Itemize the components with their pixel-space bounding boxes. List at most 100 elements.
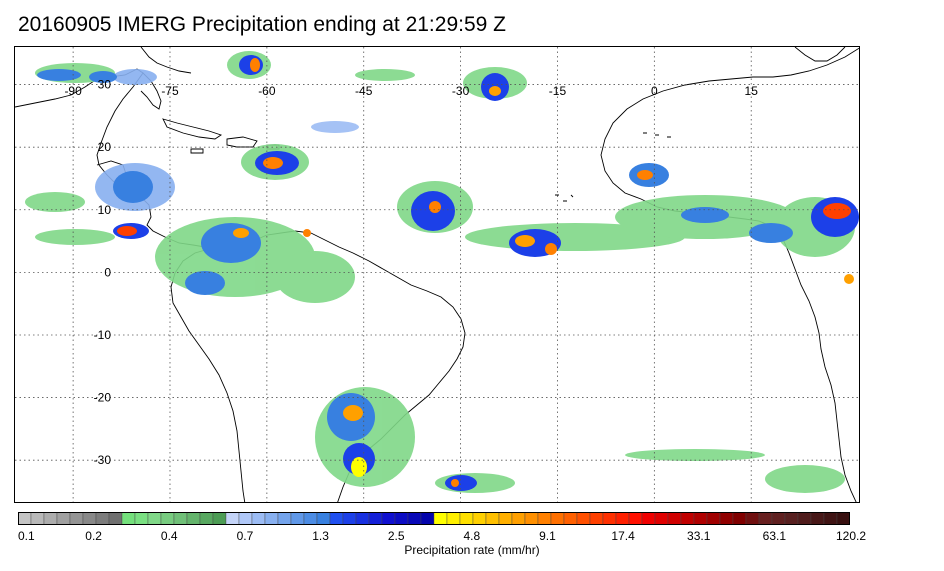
map-frame: -90 -75 -60 -45 -30 -15 0 15 30 20 10 0 -10 -20 -30 <box>14 46 860 503</box>
lat-label: 10 <box>98 203 112 217</box>
colorbar-swatch <box>186 511 201 526</box>
map-title: 20160905 IMERG Precipitation ending at 2… <box>18 13 506 36</box>
colorbar-swatch <box>589 511 604 526</box>
colorbar-swatch <box>30 511 45 526</box>
lat-label: 20 <box>98 140 112 154</box>
east-coast-us <box>140 47 192 74</box>
latitude-labels: 30 20 10 0 -10 -20 -30 <box>94 78 112 468</box>
lon-label: -60 <box>258 84 276 98</box>
lon-label: 15 <box>745 84 759 98</box>
colorbar-swatch <box>706 511 721 526</box>
colorbar-swatch <box>745 511 760 526</box>
colorbar-swatch <box>641 511 656 526</box>
colorbar-swatch <box>433 511 448 526</box>
lat-label: -30 <box>94 453 112 467</box>
colorbar-swatch <box>459 511 474 526</box>
colorbar-swatch <box>563 511 578 526</box>
colorbar-swatch <box>836 511 851 526</box>
africa-coast <box>600 47 859 502</box>
colorbar-swatch <box>550 511 565 526</box>
colorbar-tick-label: 0.2 <box>85 529 102 543</box>
jamaica-coast <box>190 148 204 154</box>
iberia-coast <box>794 47 846 62</box>
colorbar-swatch <box>810 511 825 526</box>
colorbar-svg <box>17 511 851 526</box>
colorbar-swatch <box>784 511 799 526</box>
colorbar-swatch <box>511 511 526 526</box>
colorbar-tick-label: 9.1 <box>539 529 556 543</box>
south-america-west-coast <box>170 272 246 502</box>
colorbar-label: Precipitation rate (mm/hr) <box>404 543 540 557</box>
colorbar-swatch <box>225 511 240 526</box>
colorbar-swatch <box>251 511 266 526</box>
colorbar-swatch <box>160 511 175 526</box>
colorbar-swatch <box>69 511 84 526</box>
colorbar-swatch <box>121 511 136 526</box>
colorbar-tick-label: 2.5 <box>387 529 405 543</box>
colorbar-swatch <box>654 511 669 526</box>
colorbar-tick-label: 33.1 <box>687 529 711 543</box>
colorbar-swatch <box>628 511 643 526</box>
colorbar-swatch <box>212 511 227 526</box>
colorbar-swatch <box>355 511 370 526</box>
colorbar-swatch <box>368 511 383 526</box>
canary-islands <box>643 132 671 138</box>
colorbar-swatch <box>680 511 695 526</box>
colorbar-swatch <box>485 511 500 526</box>
lon-label: -75 <box>161 84 179 98</box>
lat-label: -10 <box>94 328 112 342</box>
colorbar-tick-label: 4.8 <box>463 529 481 543</box>
lat-label: -20 <box>94 391 112 405</box>
colorbar-swatch <box>43 511 58 526</box>
colorbar-swatch <box>524 511 539 526</box>
colorbar-swatch <box>472 511 487 526</box>
colorbar-swatch <box>446 511 461 526</box>
gridlines <box>15 47 859 502</box>
colorbar-tick-label: 63.1 <box>762 529 787 543</box>
longitude-labels: -90 -75 -60 -45 -30 -15 0 15 <box>64 84 758 98</box>
colorbar-swatch <box>576 511 591 526</box>
colorbar-swatch <box>498 511 513 526</box>
colorbar-swatch <box>56 511 71 526</box>
hispaniola-coast <box>226 136 258 148</box>
florida-coast <box>140 72 162 110</box>
colorbar-border <box>18 512 850 525</box>
cape-verde-islands <box>555 194 574 202</box>
colorbar-tick-label: 0.1 <box>18 529 35 543</box>
cuba-coast <box>162 118 223 140</box>
colorbar-swatch <box>147 511 162 526</box>
lon-label: -45 <box>355 84 373 98</box>
colorbar-swatch <box>316 511 331 526</box>
colorbar-swatch <box>823 511 838 526</box>
map-layers: -90 -75 -60 -45 -30 -15 0 15 30 20 10 0 -10 -20 -30 <box>15 47 859 502</box>
lat-label: 0 <box>104 265 111 279</box>
colorbar-swatch <box>108 511 123 526</box>
colorbar-swatch <box>537 511 552 526</box>
precipitation-colorbar <box>17 511 851 530</box>
colorbar-swatch <box>693 511 708 526</box>
colorbar-swatch <box>342 511 357 526</box>
colorbar-swatch <box>264 511 279 526</box>
colorbar-swatch <box>277 511 292 526</box>
colorbar-tick-label: 17.4 <box>611 529 635 543</box>
colorbar-tick-label: 1.3 <box>312 529 329 543</box>
lon-label: -90 <box>64 84 82 98</box>
colorbar-swatch <box>797 511 812 526</box>
colorbar-swatch <box>615 511 630 526</box>
lon-label: -30 <box>452 84 470 98</box>
colorbar-swatch <box>329 511 344 526</box>
colorbar-swatch <box>238 511 253 526</box>
precip-heavy <box>117 58 854 487</box>
colorbar-swatch <box>199 511 214 526</box>
colorbar-swatch <box>732 511 747 526</box>
colorbar-swatch <box>173 511 188 526</box>
colorbar-swatch <box>719 511 734 526</box>
precipitation-layer <box>25 51 859 493</box>
colorbar-swatch <box>95 511 110 526</box>
colorbar-tick-label: 120.2 <box>835 529 866 543</box>
colorbar-tick-label: 0.4 <box>160 529 178 543</box>
colorbar-tick-label: 0.7 <box>236 529 254 543</box>
lon-label: 0 <box>651 84 658 98</box>
colorbar-swatch <box>758 511 773 526</box>
colorbar-swatch <box>290 511 305 526</box>
